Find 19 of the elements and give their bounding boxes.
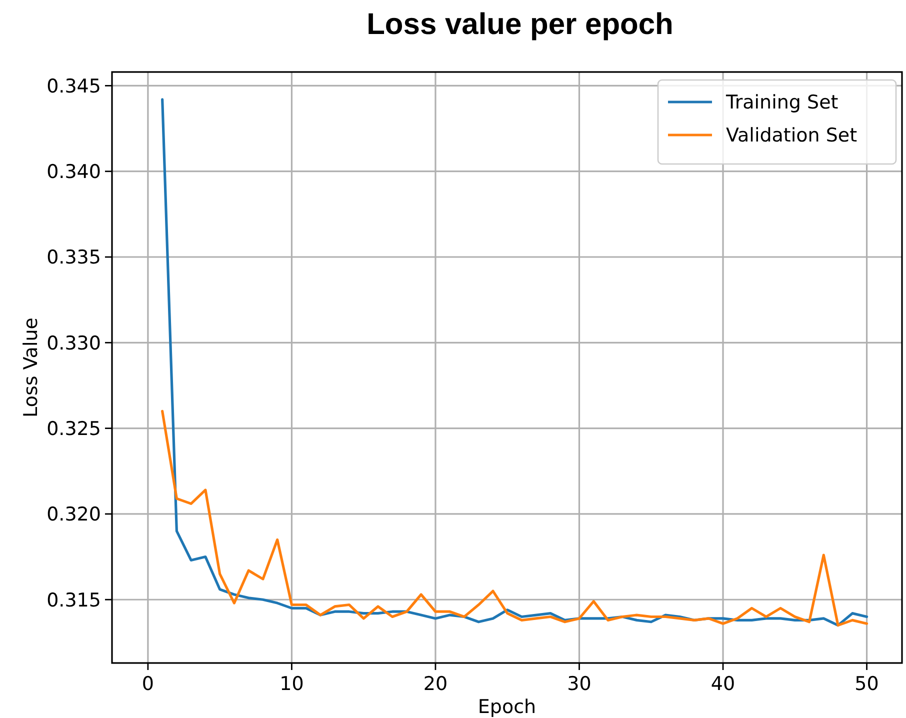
y-tick-label: 0.320 (46, 504, 101, 526)
x-tick-label: 50 (854, 673, 879, 695)
y-axis-title: Loss Value (20, 318, 42, 418)
x-tick-label: 30 (567, 673, 592, 695)
y-tick-label: 0.325 (46, 418, 101, 440)
x-tick-label: 10 (280, 673, 304, 695)
y-tick-label: 0.345 (46, 75, 101, 98)
x-tick-label: 0 (142, 673, 154, 695)
y-tick-label: 0.330 (46, 332, 101, 354)
y-tick-label: 0.340 (46, 161, 101, 184)
line-series (161, 410, 868, 627)
legend-label: Validation Set (726, 124, 858, 147)
y-tick-label: 0.335 (46, 246, 101, 269)
x-axis-title: Epoch (478, 696, 536, 718)
chart-title: Loss value per epoch (366, 8, 674, 41)
x-tick-label: 40 (710, 673, 736, 695)
x-tick-label: 20 (423, 673, 448, 695)
legend-label: Training Set (725, 92, 838, 114)
y-tick-label: 0.315 (46, 589, 101, 612)
